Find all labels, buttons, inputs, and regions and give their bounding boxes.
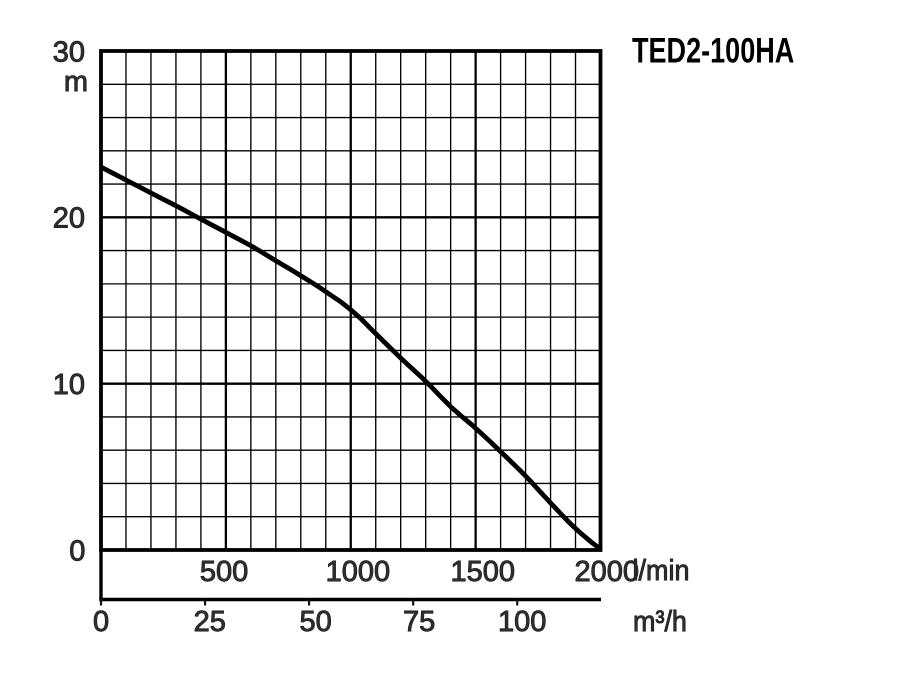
svg-text:30: 30	[53, 36, 85, 68]
svg-text:25: 25	[194, 606, 226, 638]
svg-text:20: 20	[53, 203, 85, 235]
svg-text:l/min: l/min	[633, 554, 690, 586]
svg-text:0: 0	[69, 536, 85, 568]
svg-text:TED2-100HA: TED2-100HA	[632, 31, 794, 70]
svg-text:50: 50	[299, 606, 331, 638]
svg-text:75: 75	[403, 606, 435, 638]
svg-text:2000: 2000	[574, 556, 639, 588]
svg-text:0: 0	[93, 606, 109, 638]
svg-text:10: 10	[53, 369, 85, 401]
svg-text:500: 500	[200, 556, 248, 588]
svg-text:100: 100	[498, 606, 546, 638]
svg-text:1500: 1500	[451, 556, 516, 588]
svg-text:m: m	[64, 66, 88, 98]
svg-text:m³/h: m³/h	[633, 605, 687, 637]
svg-text:1000: 1000	[326, 556, 391, 588]
